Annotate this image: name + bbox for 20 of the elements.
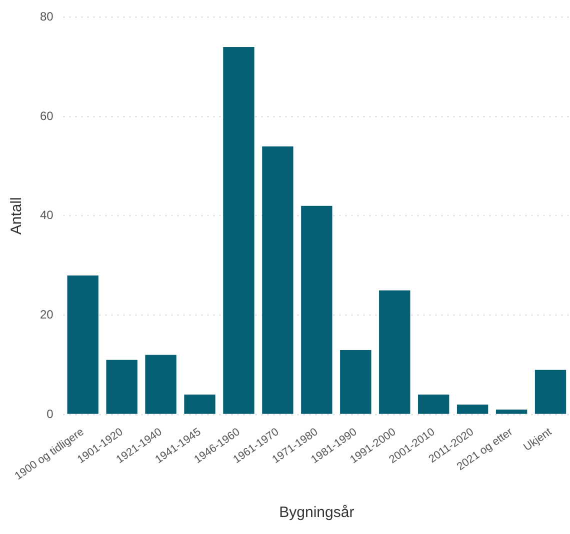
bar	[223, 47, 254, 414]
y-tick-label: 80	[40, 10, 54, 24]
y-tick-label: 0	[46, 406, 54, 421]
bar	[340, 350, 372, 414]
y-tick-label: 60	[40, 108, 54, 123]
y-tick-label: 20	[40, 308, 54, 322]
bar	[534, 370, 566, 414]
bar	[456, 404, 488, 414]
bar	[301, 206, 332, 414]
bar	[184, 394, 216, 414]
bar	[262, 146, 294, 414]
y-tick-label: 40	[40, 208, 54, 222]
bar	[418, 394, 450, 414]
x-axis-title: Bygningsår	[279, 504, 354, 522]
y-axis-title: Antall	[8, 197, 26, 235]
bar	[145, 354, 176, 414]
bar	[106, 360, 138, 414]
bar	[496, 410, 528, 414]
bar	[379, 290, 410, 414]
bar	[67, 275, 98, 414]
